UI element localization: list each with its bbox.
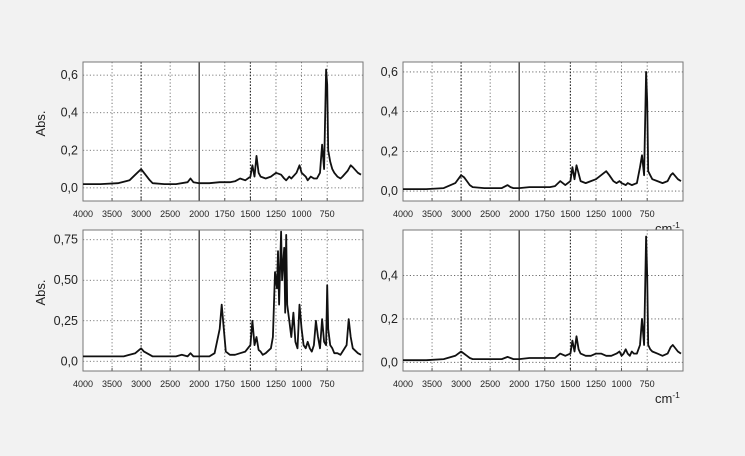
plot-background — [83, 62, 363, 201]
plot-frame — [402, 229, 684, 372]
x-tick-label: 3000 — [131, 379, 151, 389]
plot-frame — [82, 229, 364, 372]
x-tick-label: 750 — [640, 379, 655, 389]
x-tick-label: 1000 — [292, 379, 312, 389]
plot-background — [403, 230, 683, 371]
y-axis-label: Abs. — [33, 110, 48, 136]
x-axis-label: cm-1 — [655, 390, 680, 406]
y-tick-label: 0,6 — [381, 65, 398, 79]
y-tick-label: 0,2 — [61, 143, 78, 157]
x-tick-label: 4000 — [393, 209, 413, 219]
x-tick-label: 3000 — [451, 209, 471, 219]
x-tick-label: 2000 — [189, 379, 209, 389]
x-tick-label: 1250 — [266, 209, 286, 219]
x-tick-label: 3000 — [131, 209, 151, 219]
x-tick-label: 4000 — [73, 209, 93, 219]
y-tick-label: 0,75 — [54, 233, 78, 247]
panel-3: 0,0 0,25 0,50 0,75 4000 3500 3000 2500 2000 1750 1… — [33, 229, 364, 389]
plot-frame — [402, 61, 684, 202]
x-tick-label: 1750 — [215, 379, 235, 389]
x-tick-label: 1000 — [612, 209, 632, 219]
x-tick-label: 3500 — [102, 379, 122, 389]
x-tick-label: 4000 — [393, 379, 413, 389]
x-tick-label: 2000 — [509, 379, 529, 389]
plot-background — [403, 62, 683, 201]
spectrum-line — [403, 235, 682, 362]
spectrum-line — [83, 230, 362, 358]
x-tick-label: 3000 — [451, 379, 471, 389]
y-tick-label: 0,2 — [381, 144, 398, 158]
x-tick-label: 1250 — [586, 379, 606, 389]
x-tick-label: 3500 — [102, 209, 122, 219]
panel-1: 0,0 0,2 0,4 0,6 4000 3500 3000 2500 2000 1750 1500… — [33, 61, 364, 219]
x-tick-label: 1500 — [240, 379, 260, 389]
x-tick-label: 2500 — [160, 379, 180, 389]
x-tick-label: 2000 — [189, 209, 209, 219]
x-tick-label: 750 — [640, 209, 655, 219]
spectrum-line — [403, 71, 682, 190]
y-tick-label: 0,0 — [381, 184, 398, 198]
x-tick-label: 3500 — [422, 209, 442, 219]
plot-background — [83, 230, 363, 371]
y-tick-label: 0,0 — [61, 181, 78, 195]
x-tick-label: 1000 — [292, 209, 312, 219]
x-tick-label: 1500 — [560, 209, 580, 219]
x-tick-label: 1750 — [535, 209, 555, 219]
y-axis-label: Abs. — [33, 279, 48, 305]
x-tick-label: 2500 — [480, 379, 500, 389]
panel-2: 0,0 0,2 0,4 0,6 4000 3500 3000 2500 2000 1750 1500… — [381, 61, 684, 236]
y-tick-label: 0,50 — [54, 273, 78, 287]
x-tick-label: 1750 — [215, 209, 235, 219]
y-tick-label: 0,4 — [381, 269, 398, 283]
x-axis-label-base: cm — [655, 391, 672, 406]
panel-4: 0,0 0,2 0,4 4000 3500 3000 2500 2000 1750 1500 125… — [381, 229, 684, 406]
y-tick-label: 0,4 — [61, 106, 78, 120]
x-tick-label: 1500 — [240, 209, 260, 219]
x-axis-label-exponent: -1 — [672, 220, 680, 230]
x-tick-label: 2000 — [509, 209, 529, 219]
y-tick-label: 0,4 — [381, 105, 398, 119]
x-tick-label: 2500 — [480, 209, 500, 219]
x-tick-label: 750 — [320, 379, 335, 389]
x-tick-label: 1000 — [612, 379, 632, 389]
y-tick-label: 0,25 — [54, 314, 78, 328]
x-tick-label: 4000 — [73, 379, 93, 389]
x-tick-label: 1250 — [586, 209, 606, 219]
x-tick-label: 3500 — [422, 379, 442, 389]
x-tick-label: 2500 — [160, 209, 180, 219]
x-tick-label: 750 — [320, 209, 335, 219]
y-tick-label: 0,0 — [61, 354, 78, 368]
y-tick-label: 0,6 — [61, 68, 78, 82]
x-tick-label: 1750 — [535, 379, 555, 389]
spectrum-line — [83, 68, 362, 185]
y-tick-label: 0,2 — [381, 312, 398, 326]
x-tick-label: 1250 — [266, 379, 286, 389]
y-tick-label: 0,0 — [381, 355, 398, 369]
x-tick-label: 1500 — [560, 379, 580, 389]
x-axis-label-exponent: -1 — [672, 390, 680, 400]
plot-frame — [82, 61, 364, 202]
